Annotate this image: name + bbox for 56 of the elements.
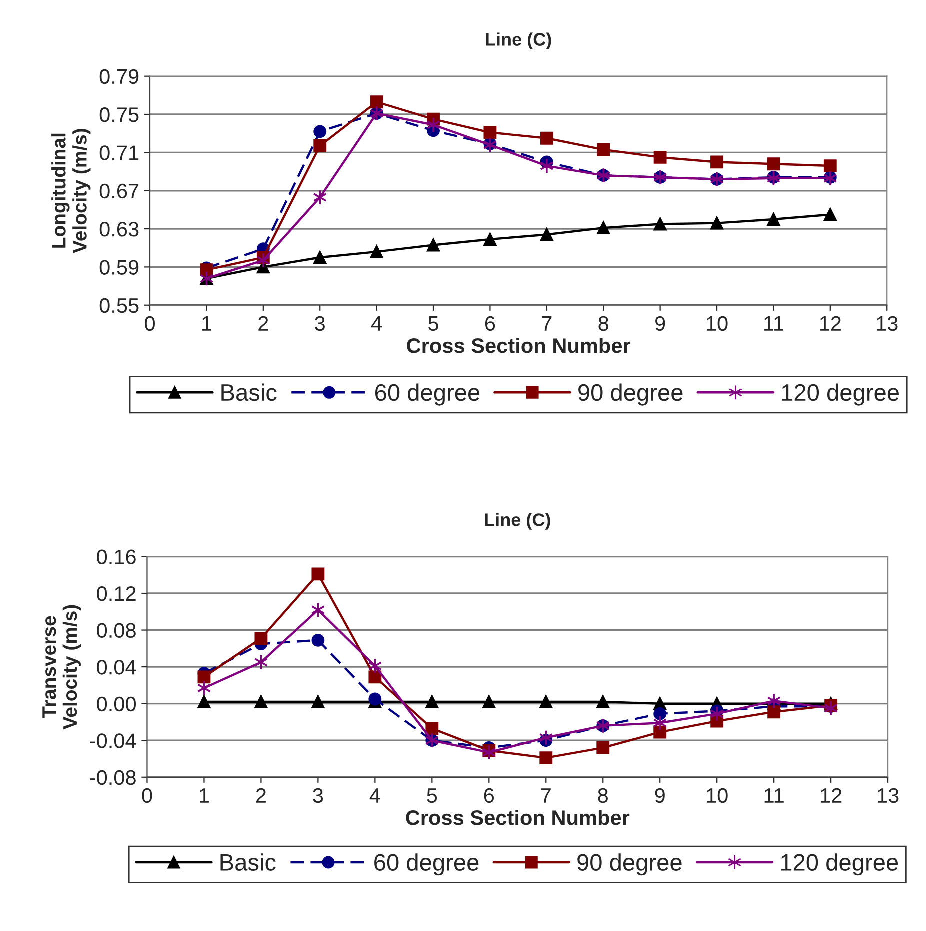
y-tick-label: 0.00 bbox=[97, 696, 136, 712]
y-tick-label: 0.55 bbox=[100, 298, 139, 314]
x-tick-label: 4 bbox=[371, 316, 382, 331]
x-tick-label: 1 bbox=[200, 788, 209, 803]
x-tick-label: 8 bbox=[598, 788, 608, 804]
chart-title: Line (C) bbox=[485, 513, 550, 530]
y-tick-label: 0.04 bbox=[97, 660, 136, 675]
x-tick-label: 0 bbox=[142, 788, 152, 804]
x-tick-label: 13 bbox=[878, 788, 899, 804]
x-tick-label: 6 bbox=[485, 316, 496, 332]
x-tick-label: 3 bbox=[313, 788, 324, 804]
y-tick-label: 0.08 bbox=[97, 623, 136, 638]
x-tick-label: 2 bbox=[256, 788, 266, 803]
chart-title: Line (C) bbox=[486, 32, 552, 50]
legend-label: 90 degree bbox=[578, 854, 682, 876]
legend-label: Basic bbox=[220, 854, 276, 871]
x-tick-label: 10 bbox=[707, 316, 728, 332]
y-tick-label: -0.04 bbox=[90, 734, 136, 748]
x-tick-label: 7 bbox=[542, 316, 552, 331]
y-tick-label: 0.67 bbox=[100, 184, 139, 199]
x-tick-label: 1 bbox=[202, 316, 212, 331]
x-tick-label: 9 bbox=[655, 316, 666, 332]
y-tick-label: 0.12 bbox=[97, 586, 136, 602]
x-tick-label: 8 bbox=[598, 316, 608, 332]
y-tick-label: 0.71 bbox=[100, 146, 139, 160]
y-axis-title: Transverse Velocity (m/s) bbox=[42, 605, 82, 730]
y-tick-label: 0.75 bbox=[100, 108, 139, 122]
x-tick-label: 9 bbox=[655, 788, 665, 804]
x-tick-label: 0 bbox=[145, 316, 155, 332]
x-tick-label: 13 bbox=[877, 316, 898, 332]
x-tick-label: 4 bbox=[370, 788, 380, 803]
x-tick-label: 11 bbox=[764, 788, 784, 803]
legend-label: 120 degree bbox=[782, 384, 899, 406]
y-tick-label: 0.16 bbox=[97, 550, 136, 564]
x-tick-label: 12 bbox=[820, 316, 841, 331]
x-tick-label: 12 bbox=[821, 788, 842, 803]
x-tick-label: 5 bbox=[428, 316, 438, 332]
x-tick-label: 6 bbox=[484, 788, 494, 804]
legend-label: 60 degree bbox=[374, 854, 479, 876]
x-tick-label: 2 bbox=[258, 316, 268, 331]
legend-label: 90 degree bbox=[578, 384, 683, 406]
legend-label: 120 degree bbox=[781, 854, 898, 876]
x-tick-label: 7 bbox=[541, 788, 551, 803]
x-tick-label: 10 bbox=[707, 788, 728, 804]
legend-label: Basic bbox=[222, 384, 277, 402]
y-tick-label: 0.63 bbox=[100, 222, 139, 237]
x-axis-title: Cross Section Number bbox=[407, 338, 631, 354]
x-tick-label: 3 bbox=[315, 316, 325, 332]
y-axis-title: Longitudinal Velocity (m/s) bbox=[52, 129, 91, 254]
legend-label: 60 degree bbox=[375, 384, 480, 406]
y-tick-label: -0.08 bbox=[90, 770, 136, 786]
x-tick-label: 5 bbox=[427, 788, 438, 804]
y-tick-label: 0.59 bbox=[100, 260, 139, 275]
x-tick-label: 11 bbox=[764, 316, 784, 331]
y-tick-label: 0.79 bbox=[100, 69, 139, 84]
x-axis-title: Cross Section Number bbox=[406, 810, 630, 826]
